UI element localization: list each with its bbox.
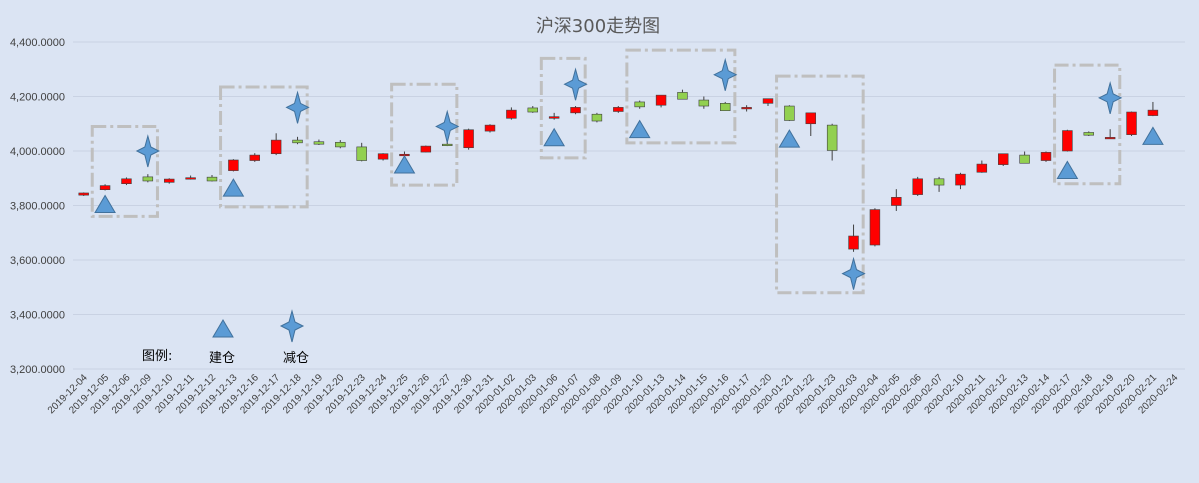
legend-sell-label: 减仓 [283, 351, 309, 366]
candle-body [463, 129, 474, 149]
candle-body [848, 235, 859, 250]
signal-box [775, 74, 865, 295]
candle-body [826, 124, 838, 151]
candle-body [869, 209, 881, 246]
candle-body [634, 101, 645, 108]
signal-box [625, 48, 737, 145]
candle-body [164, 178, 175, 183]
candle-body [185, 177, 196, 180]
legend-buy-label: 建仓 [209, 351, 235, 366]
buy-signal-marker [1056, 160, 1079, 179]
candle-body [206, 176, 218, 182]
candle-body [1062, 130, 1073, 152]
chart-title: 沪深300走势图 [536, 16, 660, 37]
grid-lines [73, 41, 1185, 370]
legend-sell-star-icon [279, 309, 305, 343]
candle-body [292, 139, 303, 144]
candle-body [377, 153, 389, 160]
candle-body [1104, 137, 1116, 140]
sell-signal-marker [435, 109, 460, 143]
candle-body [270, 139, 282, 155]
candle-body [998, 153, 1009, 165]
y-tick-label: 3,800.0000 [10, 201, 65, 213]
y-tick-label: 4,000.0000 [10, 146, 65, 158]
sell-signal-marker [285, 90, 310, 124]
buy-signal-marker [94, 194, 116, 213]
candle-body [741, 107, 752, 110]
y-tick-label: 3,600.0000 [10, 255, 65, 267]
candle-body [249, 154, 260, 161]
signal-box [90, 124, 159, 218]
candle-body [484, 124, 496, 132]
buy-signal-marker [1142, 126, 1164, 145]
candle-body [335, 141, 346, 148]
sell-signal-marker [1098, 80, 1123, 114]
candle-body [99, 185, 111, 190]
candle-body [720, 103, 731, 111]
candle-body [442, 143, 453, 146]
signal-markers [94, 57, 1164, 290]
candle-body [698, 99, 710, 107]
buy-signal-marker [543, 127, 566, 147]
candle-body [1147, 109, 1159, 116]
candle-body [506, 109, 517, 119]
candle-body [1040, 152, 1052, 161]
y-tick-label: 3,400.0000 [10, 310, 65, 322]
legend-buy-triangle-icon [212, 319, 234, 338]
sell-signal-marker [713, 57, 738, 91]
candle-body [891, 197, 902, 206]
legend-title: 图例: [142, 349, 172, 364]
x-axis: 2019-12-042019-12-052019-12-062019-12-09… [46, 372, 1181, 416]
candle-body [912, 178, 923, 195]
buy-signal-marker [222, 178, 245, 197]
candle-body [1019, 154, 1030, 164]
candles [78, 89, 1159, 252]
buy-signal-marker [778, 129, 801, 148]
candle-body [142, 176, 154, 182]
y-tick-label: 3,200.0000 [10, 364, 65, 376]
candle-body [548, 116, 560, 119]
candle-body [1083, 132, 1094, 136]
candle-body [762, 98, 774, 104]
candle-body [784, 105, 795, 121]
candle-body [420, 145, 432, 153]
candle-body [570, 107, 581, 114]
candle-body [677, 92, 688, 100]
signal-box [219, 85, 309, 209]
candle-body [527, 107, 538, 113]
buy-signal-marker [393, 155, 416, 174]
y-tick-label: 4,200.0000 [10, 92, 65, 104]
candle-body [976, 163, 988, 173]
candle-body [955, 173, 966, 186]
signal-boxes [90, 48, 1122, 295]
sell-signal-marker [841, 256, 866, 290]
candle-body [591, 113, 603, 122]
candle-body [805, 112, 816, 125]
legend: 图例: 建仓 减仓 [142, 309, 309, 366]
buy-signal-marker [628, 119, 651, 139]
candle-body [933, 178, 945, 186]
sell-signal-marker [563, 67, 588, 101]
candle-body [313, 141, 325, 145]
y-axis: 3,200.0000 3,400.0000 3,600.0000 3,800.0000… [10, 37, 65, 376]
candle-body [655, 94, 667, 106]
candle-body [121, 178, 132, 184]
candle-body [78, 192, 89, 196]
candle-body [613, 107, 624, 112]
y-tick-label: 4,400.0000 [10, 37, 65, 49]
candle-body [356, 146, 367, 161]
candle-body [228, 159, 239, 171]
candle-body [1126, 111, 1137, 135]
signal-box [1053, 63, 1122, 186]
sell-signal-marker [135, 134, 160, 168]
signal-box [539, 56, 587, 160]
signal-box [390, 82, 459, 187]
